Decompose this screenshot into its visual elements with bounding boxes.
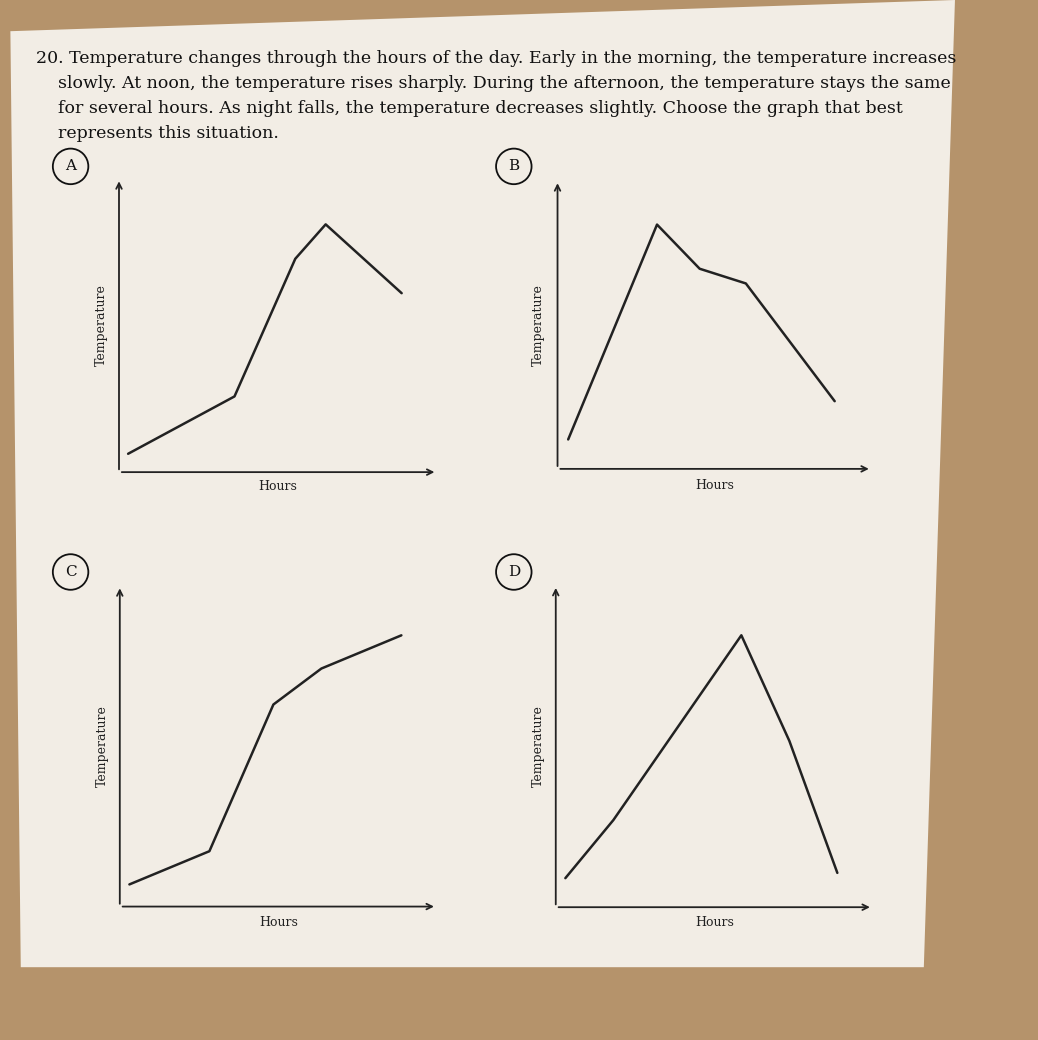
Polygon shape (10, 0, 955, 967)
Text: Hours: Hours (694, 916, 734, 930)
Text: for several hours. As night falls, the temperature decreases slightly. Choose th: for several hours. As night falls, the t… (36, 100, 903, 116)
Text: A: A (65, 159, 76, 174)
Text: 20. Temperature changes through the hours of the day. Early in the morning, the : 20. Temperature changes through the hour… (36, 50, 957, 67)
Text: represents this situation.: represents this situation. (36, 125, 279, 141)
Text: Temperature: Temperature (532, 284, 545, 366)
Text: Temperature: Temperature (95, 705, 109, 787)
Text: Hours: Hours (258, 480, 298, 493)
Text: Hours: Hours (258, 916, 298, 930)
Text: C: C (64, 565, 77, 579)
Text: B: B (509, 159, 519, 174)
Text: Hours: Hours (695, 479, 734, 492)
Text: slowly. At noon, the temperature rises sharply. During the afternoon, the temper: slowly. At noon, the temperature rises s… (36, 75, 951, 92)
Text: Temperature: Temperature (95, 284, 108, 366)
Text: D: D (508, 565, 520, 579)
Text: Temperature: Temperature (531, 705, 545, 787)
